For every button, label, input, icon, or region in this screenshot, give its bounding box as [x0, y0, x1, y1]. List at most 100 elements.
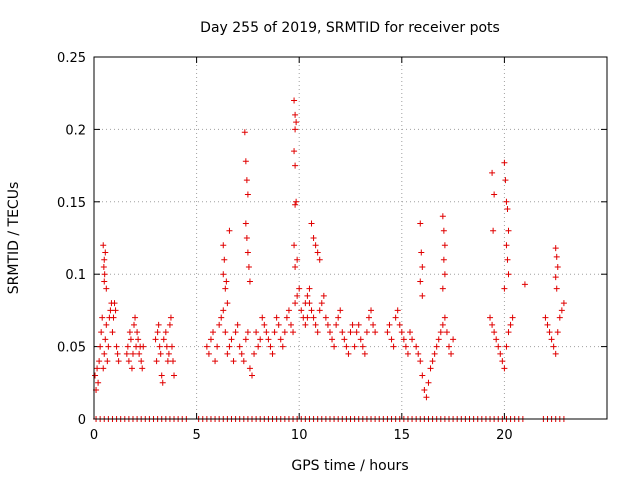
data-point — [396, 321, 403, 328]
data-point — [504, 206, 511, 213]
data-point — [316, 256, 323, 263]
data-point — [291, 242, 298, 249]
data-point — [361, 350, 368, 357]
data-point — [499, 358, 506, 365]
data-point — [501, 285, 508, 292]
data-point — [228, 336, 235, 343]
data-point — [556, 314, 563, 321]
data-point — [269, 350, 276, 357]
data-point — [226, 343, 233, 350]
data-point — [156, 343, 163, 350]
data-point — [246, 365, 253, 372]
data-point — [365, 314, 372, 321]
data-point — [94, 365, 101, 372]
plot-frame — [93, 56, 608, 420]
data-point — [355, 321, 362, 328]
data-point — [100, 263, 107, 270]
data-point — [546, 329, 553, 336]
data-point — [246, 278, 253, 285]
data-point — [220, 242, 227, 249]
data-point — [357, 336, 364, 343]
data-point — [487, 314, 494, 321]
data-point — [425, 379, 432, 386]
data-point — [243, 235, 250, 241]
data-point — [112, 307, 119, 314]
data-point — [243, 177, 250, 184]
data-point — [388, 336, 395, 343]
data-point — [160, 336, 167, 343]
data-point — [242, 158, 249, 165]
data-point — [114, 350, 121, 357]
data-point — [154, 329, 161, 336]
data-point — [249, 372, 256, 379]
data-point — [167, 314, 174, 321]
data-point — [99, 314, 106, 321]
data-point — [159, 379, 166, 386]
y-tick-label: 0 — [78, 413, 86, 428]
data-point — [443, 329, 450, 336]
data-point — [552, 350, 559, 357]
data-point — [128, 365, 135, 372]
data-point — [170, 358, 177, 365]
data-point — [501, 365, 508, 372]
data-point — [131, 321, 138, 328]
data-point — [125, 358, 132, 365]
data-point — [314, 249, 321, 256]
data-point — [126, 329, 133, 336]
data-point — [226, 227, 233, 234]
data-point — [415, 350, 422, 357]
data-point — [263, 329, 270, 336]
data-point — [493, 336, 500, 343]
y-axis-label: SRMTID / TECUs — [6, 182, 22, 295]
data-point — [359, 343, 366, 350]
data-point — [404, 350, 411, 357]
data-point — [363, 329, 370, 336]
x-tick-label: 20 — [496, 428, 513, 443]
data-point — [504, 256, 511, 263]
data-point — [271, 329, 278, 336]
data-point — [164, 358, 171, 365]
data-point — [255, 343, 262, 350]
data-point — [304, 292, 311, 299]
data-point — [238, 350, 245, 357]
data-point — [132, 314, 139, 321]
data-point — [163, 343, 170, 350]
data-point — [111, 300, 118, 307]
data-point — [101, 271, 108, 278]
data-points — [92, 97, 567, 422]
data-point — [310, 314, 317, 321]
data-point — [314, 329, 321, 336]
data-point — [224, 300, 231, 307]
data-point — [283, 314, 290, 321]
y-tick-label: 0.05 — [57, 341, 86, 356]
data-point — [503, 242, 510, 249]
data-point — [400, 336, 407, 343]
data-point — [155, 321, 162, 328]
data-point — [294, 256, 301, 263]
data-point — [223, 278, 230, 285]
data-point — [431, 350, 438, 357]
data-point — [257, 336, 264, 343]
data-point — [171, 372, 178, 379]
data-point — [501, 159, 508, 166]
data-point — [168, 343, 175, 350]
data-point — [105, 343, 112, 350]
data-point — [553, 253, 560, 260]
data-point — [240, 358, 247, 365]
data-point — [113, 343, 120, 350]
data-point — [207, 336, 214, 343]
data-point — [440, 256, 447, 263]
data-point — [505, 227, 512, 234]
data-point — [245, 263, 252, 270]
data-point — [265, 336, 272, 343]
data-point — [221, 256, 228, 263]
grid — [94, 57, 607, 419]
data-point — [341, 336, 348, 343]
data-point — [129, 350, 136, 357]
axis-ticks — [93, 56, 607, 420]
data-point — [292, 162, 299, 169]
data-point — [394, 307, 401, 314]
data-point — [212, 358, 219, 365]
data-point — [281, 329, 288, 336]
data-point — [552, 245, 559, 252]
